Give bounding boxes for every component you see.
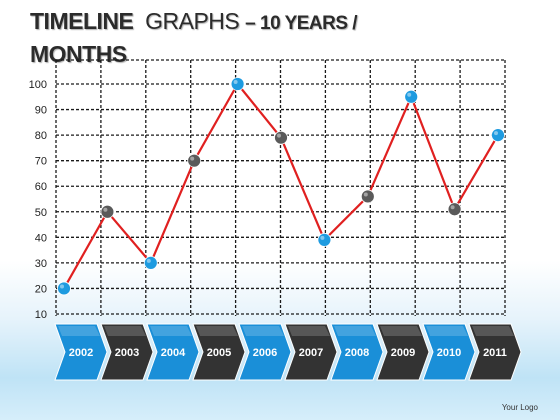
arrow-gloss (288, 326, 330, 336)
timeline-arrow-2011 (468, 323, 522, 381)
timeline-arrow-2003 (100, 323, 154, 381)
data-point (317, 232, 332, 247)
data-point-highlight (277, 133, 281, 138)
data-point-highlight (60, 284, 64, 289)
data-point (100, 204, 115, 219)
y-tick-label: 30 (35, 258, 47, 270)
data-point (447, 202, 462, 217)
y-tick-label: 60 (35, 181, 47, 193)
data-point-highlight (494, 131, 498, 136)
data-point (187, 153, 202, 168)
timeline-arrow-2010 (422, 323, 476, 381)
data-point-highlight (450, 205, 455, 210)
data-points (57, 77, 505, 296)
data-point-highlight (190, 156, 195, 161)
data-point-highlight (407, 92, 412, 97)
y-axis-ticks: 10 20 30 40 50 60 70 80 90 100 (29, 79, 47, 321)
data-point (143, 255, 158, 270)
timeline-year-label: 2004 (161, 347, 186, 359)
data-point-highlight (320, 235, 325, 240)
timeline-arrow-2008 (330, 323, 384, 381)
data-point (274, 130, 288, 145)
timeline-year-label: 2010 (437, 347, 461, 359)
data-point (230, 77, 245, 91)
arrow-gloss (334, 326, 376, 336)
timeline-arrows: 2002 2003 2004 2005 2006 2007 2008 2009 2010 2011 (54, 323, 522, 381)
arrow-gloss (196, 326, 238, 336)
data-point (57, 281, 71, 296)
timeline-year-label: 2009 (391, 347, 415, 359)
timeline-arrow-2007 (284, 323, 338, 381)
y-tick-label: 90 (35, 105, 47, 117)
y-tick-label: 20 (35, 283, 47, 295)
data-point (360, 189, 375, 204)
timeline-year-label: 2011 (483, 347, 507, 359)
arrow-gloss (426, 326, 468, 336)
arrow-gloss (58, 326, 100, 336)
timeline-arrow-2002 (54, 323, 108, 381)
timeline-arrow-2005 (192, 323, 246, 381)
timeline-year-label: 2006 (253, 347, 277, 359)
title-part-3: – 10 YEARS / (245, 13, 358, 34)
timeline-year-label: 2005 (207, 347, 231, 359)
y-tick-label: 50 (35, 207, 47, 219)
arrow-gloss (472, 326, 514, 336)
timeline-arrow-2004 (146, 323, 200, 381)
data-point-highlight (233, 80, 238, 84)
data-point-highlight (146, 258, 151, 263)
data-point (404, 89, 419, 104)
timeline-year-label: 2003 (115, 347, 139, 359)
arrow-gloss (150, 326, 192, 336)
arrow-gloss (242, 326, 284, 336)
timeline-arrow-2006 (238, 323, 292, 381)
timeline-year-label: 2008 (345, 347, 369, 359)
y-tick-label: 10 (35, 309, 47, 321)
arrow-gloss (380, 326, 422, 336)
timeline-year-label: 2002 (69, 347, 93, 359)
title-part-2: GRAPHS (145, 8, 240, 34)
logo-text: Your Logo (501, 403, 538, 412)
title-part-4: MONTHS (30, 41, 127, 67)
data-point-highlight (103, 207, 108, 212)
timeline-arrow-2009 (376, 323, 430, 381)
y-tick-label: 80 (35, 130, 47, 142)
timeline-year-label: 2007 (299, 347, 323, 359)
title-part-1: TIMELINE (30, 8, 134, 34)
page-title: TIMELINE GRAPHS – 10 YEARS / MONTHS (30, 6, 470, 69)
arrow-gloss (104, 326, 146, 336)
data-point-highlight (363, 192, 368, 197)
y-tick-label: 100 (29, 79, 47, 91)
chart-grid (55, 59, 506, 316)
y-tick-label: 70 (35, 156, 47, 168)
data-point (491, 128, 505, 143)
y-tick-label: 40 (35, 232, 47, 244)
